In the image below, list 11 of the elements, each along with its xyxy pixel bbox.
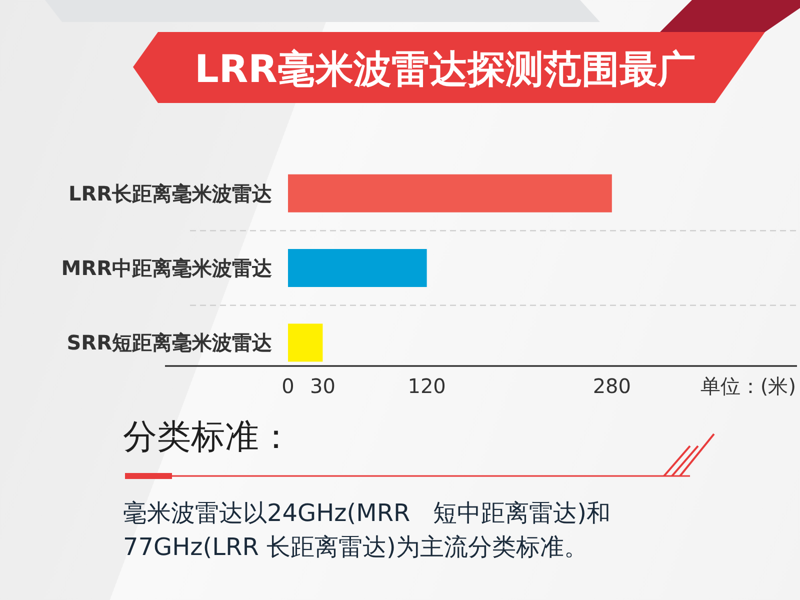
- text: 毫米波雷达以24GHz(MRR 短中距离雷达)和77GHz(LRR 长距离雷达)为主流分类标准。: [123, 498, 612, 563]
- y-tick-label: LRR长距离毫米波雷达: [68, 181, 272, 206]
- x-tick-label: 120: [408, 374, 446, 398]
- y-tick-label: MRR中距离毫米波雷达: [61, 256, 272, 280]
- x-tick-label: 0: [282, 374, 294, 398]
- chart-title: LRR毫米波雷达探测范围最广: [194, 47, 696, 91]
- x-axis-title: 单位：(米): [700, 374, 796, 398]
- x-tick-label: 280: [592, 374, 632, 398]
- x-tick-label: 30: [310, 374, 336, 398]
- text: 分类标准：: [123, 416, 294, 459]
- y-tick-label: SRR短距离毫米波雷达: [66, 330, 272, 355]
